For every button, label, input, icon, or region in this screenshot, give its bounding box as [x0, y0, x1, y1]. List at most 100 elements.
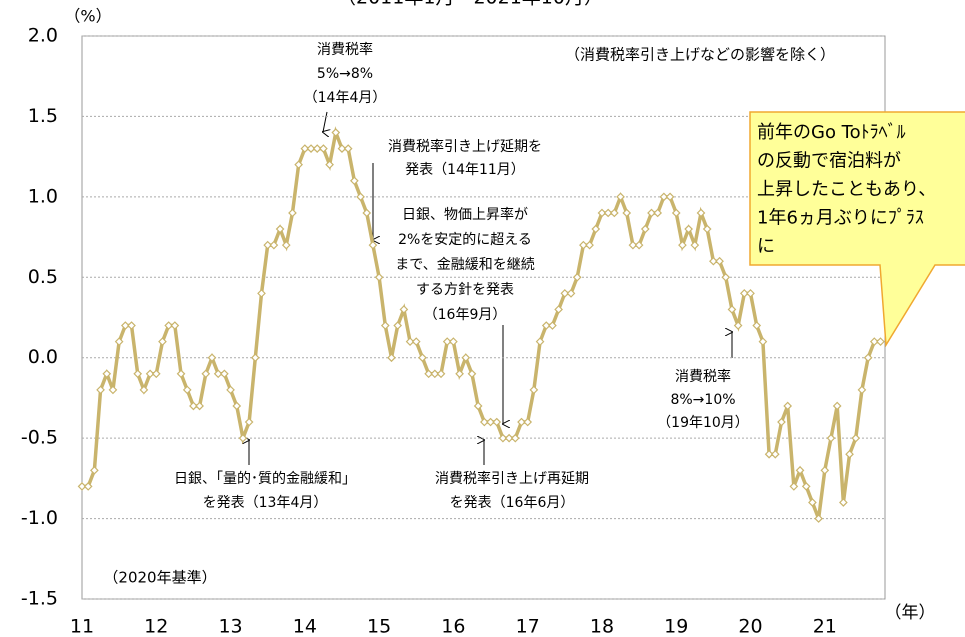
data-point	[548, 321, 557, 330]
annotation: 発表（14年11月）	[405, 162, 525, 178]
data-point	[777, 417, 786, 427]
y-tick-label: 1.5	[28, 105, 58, 127]
x-tick-label: 13	[218, 616, 242, 637]
data-point	[213, 369, 223, 379]
data-point	[263, 240, 273, 250]
data-point	[739, 289, 749, 298]
data-point	[164, 321, 174, 330]
data-point	[832, 401, 842, 411]
data-point	[288, 208, 297, 218]
data-point	[127, 321, 136, 330]
x-unit: （年）	[885, 603, 936, 623]
data-point	[480, 417, 489, 427]
data-point	[467, 369, 477, 379]
data-point	[374, 272, 384, 282]
annotation: する方針を発表	[416, 282, 514, 298]
data-point	[158, 337, 167, 346]
data-point	[746, 289, 755, 298]
annotation: を発表（13年4月）	[203, 495, 328, 511]
note: （2020年基準）	[103, 569, 216, 587]
data-point	[201, 369, 211, 379]
data-point	[517, 417, 526, 427]
data-point	[244, 417, 254, 427]
data-point	[294, 160, 303, 170]
callout-text: の反動で宿泊料が	[757, 151, 901, 172]
data-point	[560, 289, 570, 298]
data-point	[189, 401, 198, 411]
x-tick-label: 16	[441, 616, 465, 637]
data-point	[498, 433, 508, 443]
data-point	[721, 272, 731, 282]
data-point	[449, 337, 458, 346]
y-tick-label: -1.0	[21, 507, 58, 529]
annotation: 8%→10%	[670, 392, 735, 408]
data-point	[647, 208, 656, 218]
data-point	[473, 401, 483, 411]
data-point	[275, 224, 285, 234]
data-point	[820, 465, 830, 475]
data-point	[554, 305, 563, 314]
data-point	[597, 208, 607, 218]
data-point	[257, 289, 266, 298]
data-point	[758, 337, 768, 346]
data-point	[139, 385, 149, 395]
data-point	[281, 240, 291, 250]
data-point	[609, 208, 619, 218]
data-point	[337, 144, 347, 153]
data-point	[151, 369, 161, 379]
annotation: （14年4月）	[304, 90, 387, 106]
data-point	[579, 240, 588, 250]
data-point	[405, 337, 415, 346]
data-point	[733, 321, 743, 330]
data-point	[387, 353, 396, 363]
data-point	[869, 337, 879, 346]
data-point	[96, 385, 105, 395]
data-point	[839, 498, 848, 507]
data-point	[461, 353, 471, 363]
data-point	[727, 305, 737, 314]
callout-box	[749, 111, 965, 348]
data-point	[752, 321, 762, 330]
annotation: 消費税率	[317, 41, 373, 58]
data-point	[566, 289, 576, 298]
data-point	[331, 128, 341, 137]
data-point	[232, 401, 242, 411]
data-point	[418, 353, 427, 363]
data-point	[684, 224, 693, 234]
data-point	[133, 369, 143, 379]
data-point	[486, 417, 495, 427]
data-point	[492, 417, 502, 427]
data-point	[585, 240, 594, 250]
arrows	[249, 111, 732, 465]
data-point	[770, 449, 780, 459]
data-point	[393, 321, 403, 330]
data-point	[616, 192, 625, 202]
x-tick-label: 19	[664, 616, 688, 637]
data-point	[702, 224, 712, 234]
data-point	[182, 385, 192, 395]
data-point	[801, 482, 811, 491]
y-tick-label: 1.0	[28, 185, 58, 207]
data-point	[863, 353, 873, 363]
data-point	[541, 321, 551, 330]
data-point	[312, 144, 322, 153]
data-point	[603, 208, 613, 218]
data-point	[857, 385, 867, 395]
data-point	[362, 208, 372, 218]
data-point	[120, 321, 130, 330]
data-point	[226, 385, 235, 395]
x-tick-label: 21	[813, 616, 837, 637]
annotation: 2%を安定的に超える	[398, 232, 532, 248]
data-point	[572, 272, 582, 282]
subtitle: （消費税率引き上げなどの影響を除く）	[565, 46, 835, 64]
data-point	[238, 433, 248, 443]
data-point	[764, 449, 774, 459]
callout-text: 前年のGo Toﾄﾗﾍﾞﾙ	[757, 122, 906, 143]
data-point	[250, 353, 260, 363]
annotation: まで、金融緩和を継続	[395, 256, 534, 273]
data-point	[659, 192, 669, 202]
data-point	[424, 369, 433, 379]
data-point	[789, 482, 799, 491]
x-tick-label: 17	[516, 616, 540, 637]
